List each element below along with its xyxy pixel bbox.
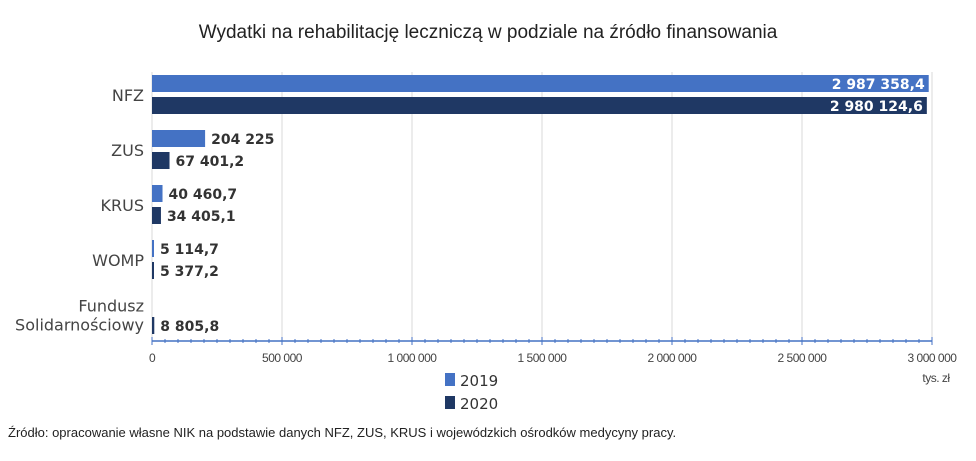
bar-2020 bbox=[152, 97, 927, 114]
data-label: 34 405,1 bbox=[167, 209, 236, 225]
category-label: KRUS bbox=[101, 196, 144, 215]
bar-2019 bbox=[152, 240, 154, 257]
legend-label: 2020 bbox=[460, 395, 498, 413]
category-label: Solidarnościowy bbox=[15, 316, 144, 335]
data-label: 8 805,8 bbox=[160, 319, 219, 335]
bar-2020 bbox=[152, 317, 155, 334]
x-tick-label: 1 000 000 bbox=[388, 351, 438, 365]
source-note: Źródło: opracowanie własne NIK na podsta… bbox=[8, 425, 677, 440]
x-tick-label: 1 500 000 bbox=[518, 351, 568, 365]
x-tick-label: 3 000 000 bbox=[908, 351, 958, 365]
bar-2020 bbox=[152, 152, 170, 169]
category-label: NFZ bbox=[112, 86, 144, 105]
data-label: 2 987 358,4 bbox=[832, 77, 925, 93]
x-axis-unit: tys. zł bbox=[922, 371, 950, 385]
data-label: 2 980 124,6 bbox=[830, 99, 923, 115]
x-tick-label: 2 000 000 bbox=[648, 351, 698, 365]
bar-2020 bbox=[152, 207, 161, 224]
legend-label: 2019 bbox=[460, 372, 498, 390]
category-label: ZUS bbox=[111, 141, 144, 160]
bar-2019 bbox=[152, 75, 929, 92]
legend-swatch-2019 bbox=[445, 373, 455, 386]
bar-2020 bbox=[152, 262, 154, 279]
x-tick-label: 500 000 bbox=[262, 351, 303, 365]
x-tick-label: 0 bbox=[149, 351, 156, 365]
data-label: 5 377,2 bbox=[160, 264, 219, 280]
chart-title: Wydatki na rehabilitację leczniczą w pod… bbox=[198, 22, 778, 43]
data-label: 40 460,7 bbox=[169, 187, 238, 203]
category-label: Fundusz bbox=[78, 297, 144, 316]
data-label: 204 225 bbox=[211, 132, 274, 148]
bar-2019 bbox=[152, 130, 206, 147]
bar-2019 bbox=[152, 185, 163, 202]
data-label: 5 114,7 bbox=[160, 242, 219, 258]
data-label: 67 401,2 bbox=[176, 154, 245, 170]
category-label: WOMP bbox=[92, 251, 144, 270]
x-tick-label: 2 500 000 bbox=[778, 351, 828, 365]
legend-swatch-2020 bbox=[445, 396, 455, 409]
